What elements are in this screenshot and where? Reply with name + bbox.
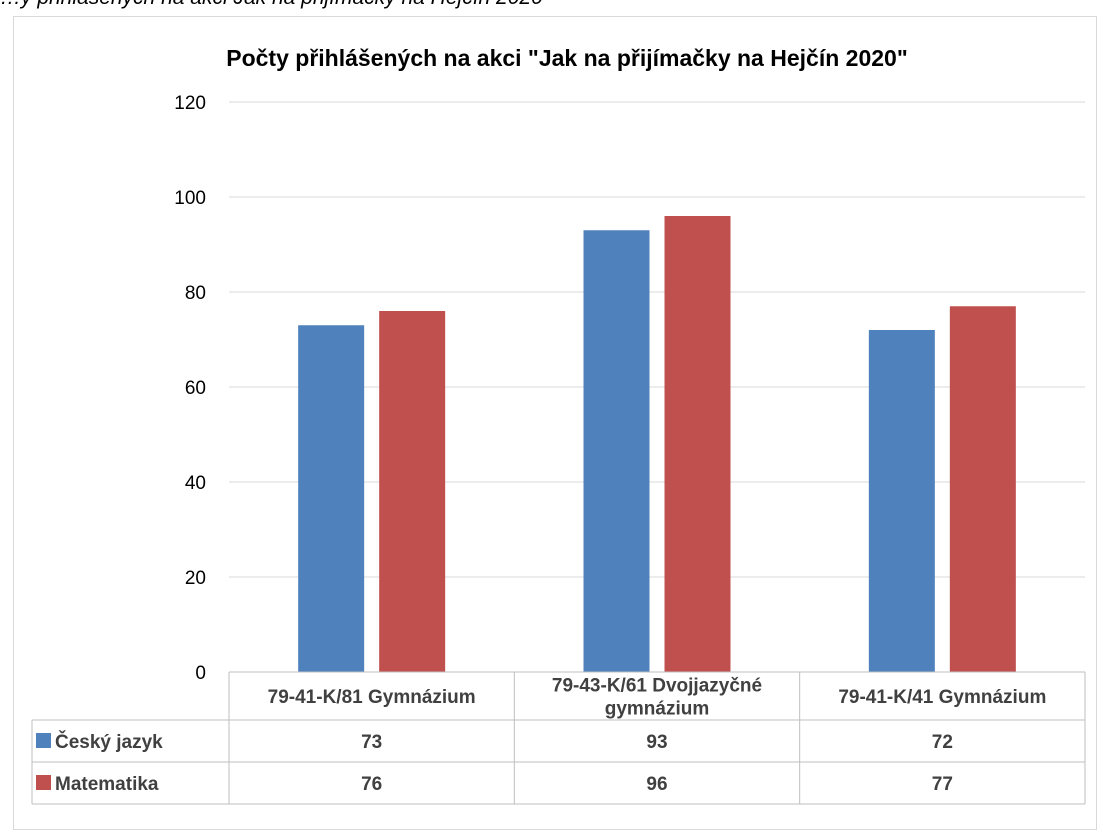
legend-key-cesky-jazyk	[36, 733, 51, 748]
y-tick-label: 80	[185, 283, 206, 304]
y-tick-label: 60	[185, 378, 206, 399]
bar-matematika-1	[379, 311, 446, 672]
legend-key-matematika	[36, 775, 51, 790]
y-tick-label: 0	[195, 663, 206, 684]
y-tick-label: 100	[174, 188, 206, 209]
figure-caption: …y přihlášených na akci Jak na přijímačk…	[0, 0, 1103, 10]
category-label-line: gymnázium	[605, 699, 710, 720]
chart-title: Počty přihlášených na akci "Jak na přijí…	[226, 45, 907, 71]
category-label: 79-41-K/41 Gymnázium	[838, 687, 1046, 708]
data-table-value: 72	[932, 732, 953, 753]
category-label-line: 79-41-K/41 Gymnázium	[838, 687, 1046, 708]
category-label-line: 79-43-K/61 Dvojjazyčné	[552, 676, 762, 697]
data-table-value: 93	[646, 732, 667, 753]
data-table-value: 73	[361, 732, 382, 753]
category-label: 79-43-K/61 Dvojjazyčné gymnázium	[552, 676, 762, 720]
bar-cesky-jazyk-2	[583, 230, 650, 672]
y-tick-label: 20	[185, 568, 206, 589]
bar-cesky-jazyk-3	[868, 330, 935, 672]
legend-label: Český jazyk	[55, 731, 163, 753]
bar-cesky-jazyk-1	[298, 325, 365, 672]
data-table-value: 96	[646, 774, 667, 795]
bar-matematika-3	[949, 306, 1016, 672]
legend-label: Matematika	[55, 774, 159, 795]
data-table-value: 76	[361, 774, 382, 795]
y-tick-label: 40	[185, 473, 206, 494]
data-table-value: 77	[932, 774, 953, 795]
y-tick-label: 120	[174, 93, 206, 114]
bar-matematika-2	[664, 216, 731, 672]
category-label-line: 79-41-K/81 Gymnázium	[268, 687, 476, 708]
category-label: 79-41-K/81 Gymnázium	[268, 687, 476, 708]
